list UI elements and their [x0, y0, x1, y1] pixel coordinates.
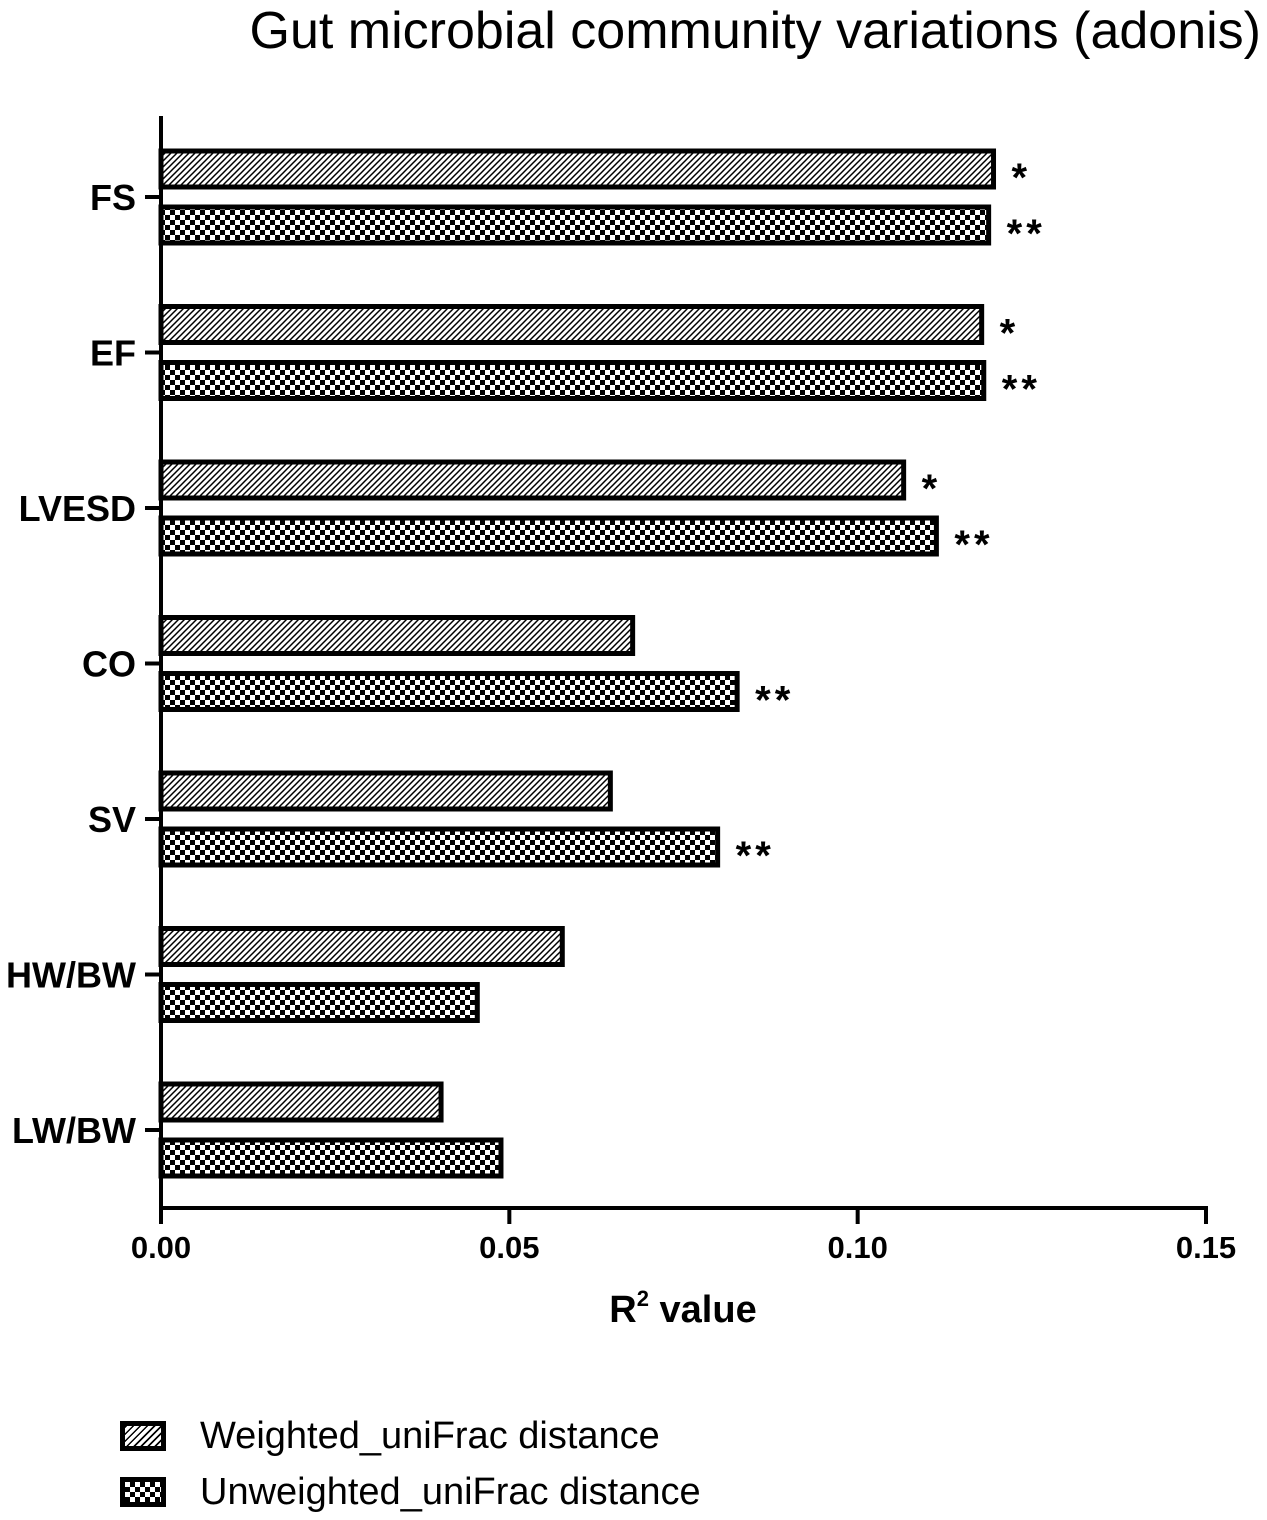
- bar-unweighted: [158, 826, 721, 868]
- y-tick-label: HW/BW: [6, 955, 136, 996]
- legend-label-weighted: Weighted_uniFrac distance: [200, 1414, 660, 1457]
- bar-unweighted: [158, 671, 740, 712]
- bar-unweighted: [158, 1137, 504, 1179]
- x-tick-label: 0.05: [479, 1230, 539, 1265]
- legend-swatch-weighted: [120, 1421, 166, 1451]
- legend-item-unweighted: Unweighted_uniFrac distance: [120, 1464, 701, 1520]
- bars-layer: *************: [158, 148, 1046, 1179]
- ticks-layer: FS EF LVESD CO SV HW/BW LW/BW 0.00 0.05 0.10 0.15: [6, 177, 1236, 1265]
- x-axis-label-rest: value: [649, 1289, 757, 1331]
- bar-weighted: [158, 304, 985, 345]
- y-tick-label: LVESD: [19, 488, 136, 529]
- x-tick-label: 0.10: [827, 1230, 887, 1265]
- legend: Weighted_uniFrac distance Unweighted_uni…: [120, 1408, 701, 1520]
- bar-weighted: [158, 770, 613, 812]
- y-tick-label: SV: [88, 799, 136, 840]
- x-tick-label: 0.00: [131, 1230, 191, 1265]
- significance-label: **: [1007, 212, 1046, 256]
- bar-weighted: [158, 926, 565, 967]
- legend-item-weighted: Weighted_uniFrac distance: [120, 1408, 701, 1464]
- significance-label: *: [1000, 312, 1020, 356]
- bar-weighted: [158, 148, 997, 190]
- significance-label: **: [954, 523, 993, 567]
- bar-weighted: [158, 615, 636, 656]
- y-tick-label: CO: [82, 644, 136, 685]
- x-axis-label-sup: 2: [637, 1286, 649, 1311]
- bar-weighted: [158, 459, 907, 501]
- y-tick-label: FS: [90, 177, 136, 218]
- significance-label: **: [1002, 368, 1041, 412]
- legend-swatch-unweighted: [120, 1477, 166, 1507]
- x-tick-label: 0.15: [1176, 1230, 1236, 1265]
- bar-unweighted: [158, 360, 987, 401]
- legend-label-unweighted: Unweighted_uniFrac distance: [200, 1470, 701, 1513]
- significance-label: **: [736, 834, 775, 878]
- bar-unweighted: [158, 204, 992, 246]
- significance-label: *: [1012, 156, 1032, 200]
- y-tick-label: LW/BW: [12, 1110, 136, 1151]
- bar-unweighted: [158, 515, 939, 557]
- x-axis-label-base: R: [609, 1289, 636, 1331]
- significance-label: *: [922, 467, 942, 511]
- bar-weighted: [158, 1081, 444, 1123]
- significance-label: **: [755, 679, 794, 723]
- axes-layer: [159, 116, 1208, 1210]
- bar-unweighted: [158, 982, 480, 1023]
- x-axis-label: R2 value: [609, 1286, 756, 1331]
- chart-title: Gut microbial community variations (adon…: [249, 2, 1261, 60]
- y-tick-label: EF: [90, 333, 136, 374]
